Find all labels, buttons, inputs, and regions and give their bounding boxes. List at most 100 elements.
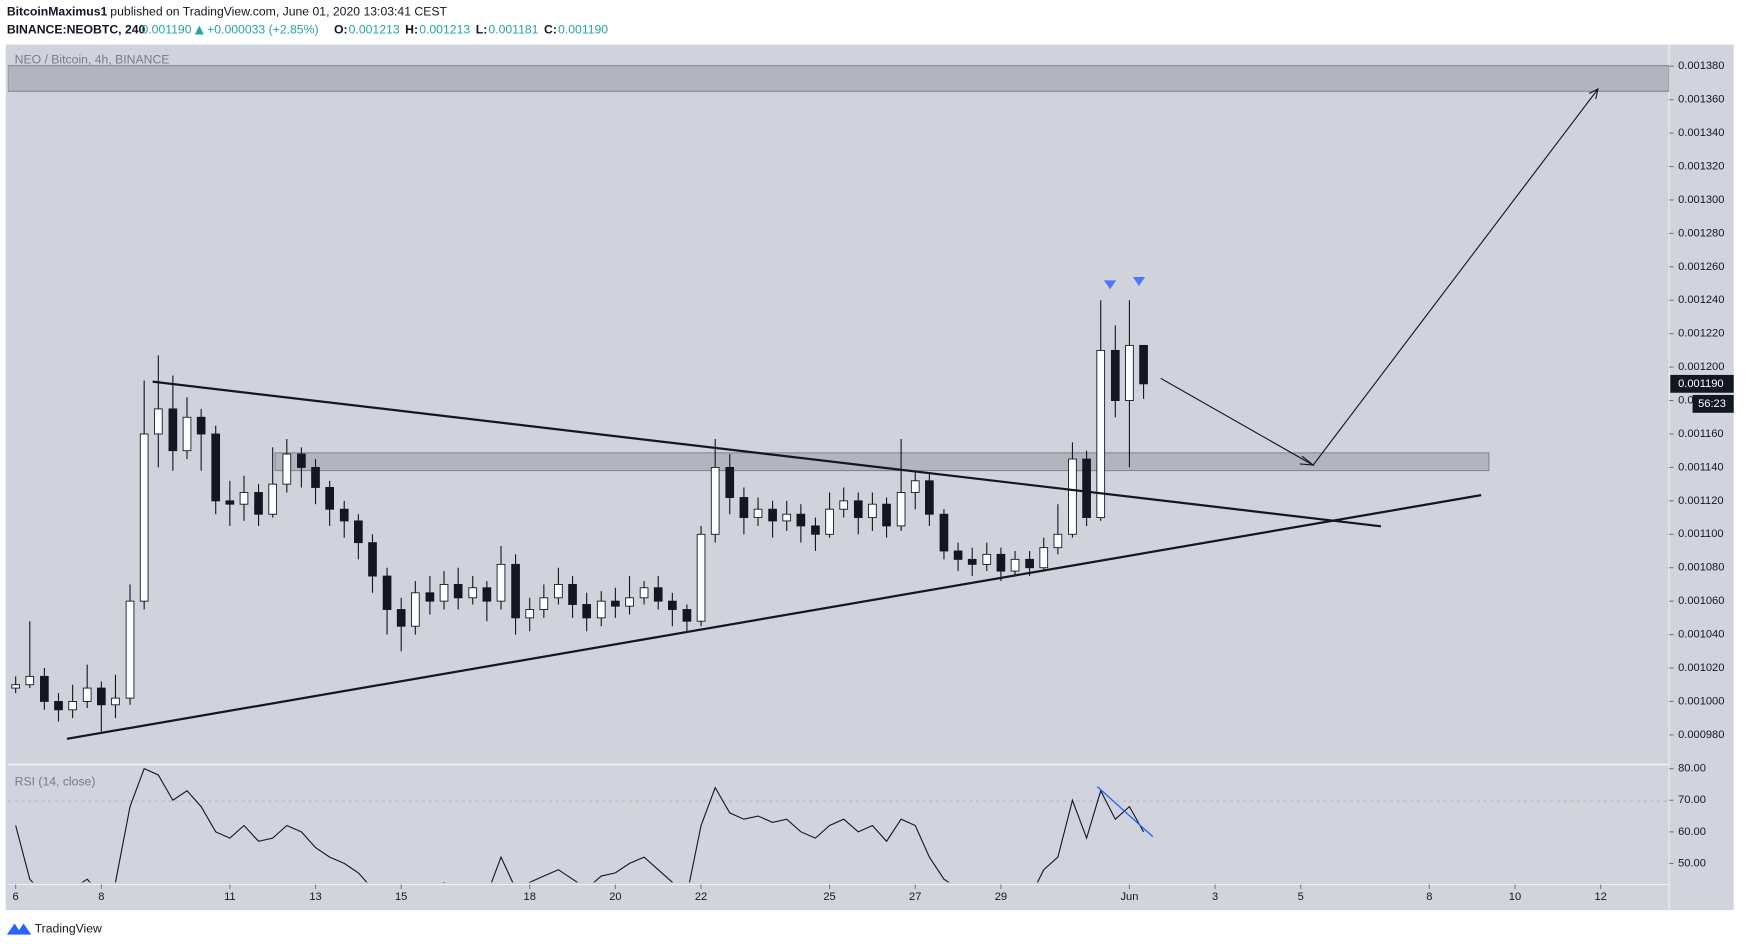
candle-body [1082, 458, 1091, 519]
price-tag-label: 0.001190 [1678, 378, 1724, 390]
candle-body [54, 701, 63, 711]
candle-body [525, 609, 535, 619]
x-tick-label: 18 [524, 891, 536, 903]
candle-body [82, 687, 92, 702]
x-tick-label: 8 [98, 891, 104, 903]
y-tick-label: 0.001000 [1678, 695, 1724, 707]
candle-body [1053, 533, 1063, 549]
x-tick-label: Jun [1120, 891, 1138, 903]
y-tick-label: 0.001240 [1678, 294, 1724, 306]
candle-body [139, 433, 149, 602]
rsi [15, 767, 1145, 883]
candle-body [225, 500, 235, 505]
candle-body [125, 600, 135, 699]
candle-body [967, 558, 977, 565]
candle-body [396, 609, 406, 627]
candle-body [382, 575, 392, 610]
candle-body [1010, 558, 1020, 572]
candle-body [182, 416, 192, 452]
candle-body [211, 433, 221, 502]
y-tick-label: 0.001060 [1678, 595, 1724, 607]
y-tick-label: 0.001300 [1678, 194, 1724, 206]
logo [6, 923, 32, 935]
candle-body [68, 701, 77, 711]
author: BitcoinMaximus1 [7, 4, 108, 18]
countdown-tag [1692, 394, 1734, 413]
candle-body [782, 513, 792, 522]
y-tick-label: 0.001120 [1678, 495, 1724, 507]
candle-body [468, 587, 478, 599]
candle-body [339, 508, 349, 522]
ohlc-key: O: [334, 22, 348, 36]
ohlc-key: C: [544, 22, 557, 36]
candle-body [568, 583, 577, 605]
x-tick-label: 5 [1298, 891, 1304, 903]
rsi-title: RSI (14, close) [15, 774, 96, 788]
candle-body [982, 553, 992, 565]
y-tick-label: 0.001020 [1678, 662, 1724, 674]
candle-body [425, 592, 435, 602]
candle-body [482, 587, 492, 602]
candle-body [25, 675, 35, 686]
y-tick-label: 0.001320 [1678, 160, 1724, 172]
candle-body [768, 508, 777, 522]
candle-body [1025, 558, 1034, 569]
candle-body [496, 563, 506, 602]
candle-body [582, 604, 592, 619]
candle-body [168, 408, 178, 452]
candles [11, 300, 1148, 732]
candle-body [254, 492, 263, 515]
candle-body [96, 687, 106, 706]
trendline-upper [152, 380, 1382, 528]
candle-body [825, 508, 834, 535]
candle-body [882, 503, 891, 527]
candle-body [953, 550, 963, 560]
y-tick-label: 0.001100 [1678, 528, 1724, 540]
candle-body [1110, 349, 1120, 402]
trendline-lower [66, 494, 1482, 740]
candle-body [1068, 458, 1077, 535]
candle-body [925, 480, 934, 515]
drawings-top [66, 87, 1599, 740]
candle-body [111, 697, 120, 706]
price-pane [7, 47, 1670, 764]
y-tick-label: 0.001220 [1678, 328, 1724, 340]
rsi-y-tick-label: 60.00 [1678, 826, 1706, 838]
candle-body [811, 525, 820, 535]
ohlc-value: 0.001190 [558, 22, 608, 36]
candle-body [311, 466, 320, 488]
rsi-y-tick-label: 70.00 [1678, 794, 1706, 806]
resistance-zone [7, 65, 1670, 92]
candle-body [868, 503, 877, 519]
x-tick-label: 29 [995, 891, 1007, 903]
candle-body [153, 408, 163, 435]
support-zone [274, 452, 1490, 472]
ohlc-key: L: [476, 22, 488, 36]
rsi-line [15, 767, 1145, 883]
candle-body [511, 563, 520, 619]
published: published on TradingView.com, June 01, 2… [110, 4, 447, 18]
top-markers [1103, 277, 1146, 290]
y-tick-label: 0.001280 [1678, 227, 1724, 239]
candle-body [625, 597, 634, 607]
candle-body [596, 600, 606, 619]
last-price: 0.001190 [141, 22, 191, 36]
arrow-heads [1299, 87, 1599, 466]
ohlc-value: 0.001181 [488, 22, 538, 36]
x-tick-label: 22 [695, 891, 707, 903]
candle-body [439, 583, 449, 602]
candle-body [1125, 344, 1134, 402]
y-tick-label: 0.001340 [1678, 127, 1724, 139]
x-tick-label: 6 [13, 891, 19, 903]
y-tick-label: 0.001380 [1678, 60, 1724, 72]
x-tick-label: 11 [224, 891, 236, 903]
candle-body [668, 600, 677, 610]
ohlc-value: 0.001213 [419, 22, 470, 36]
candle-body [354, 520, 363, 544]
countdown-label: 56:23 [1698, 398, 1726, 410]
candle-body [939, 513, 949, 552]
candle-body [282, 453, 292, 485]
candle-body [239, 492, 249, 505]
